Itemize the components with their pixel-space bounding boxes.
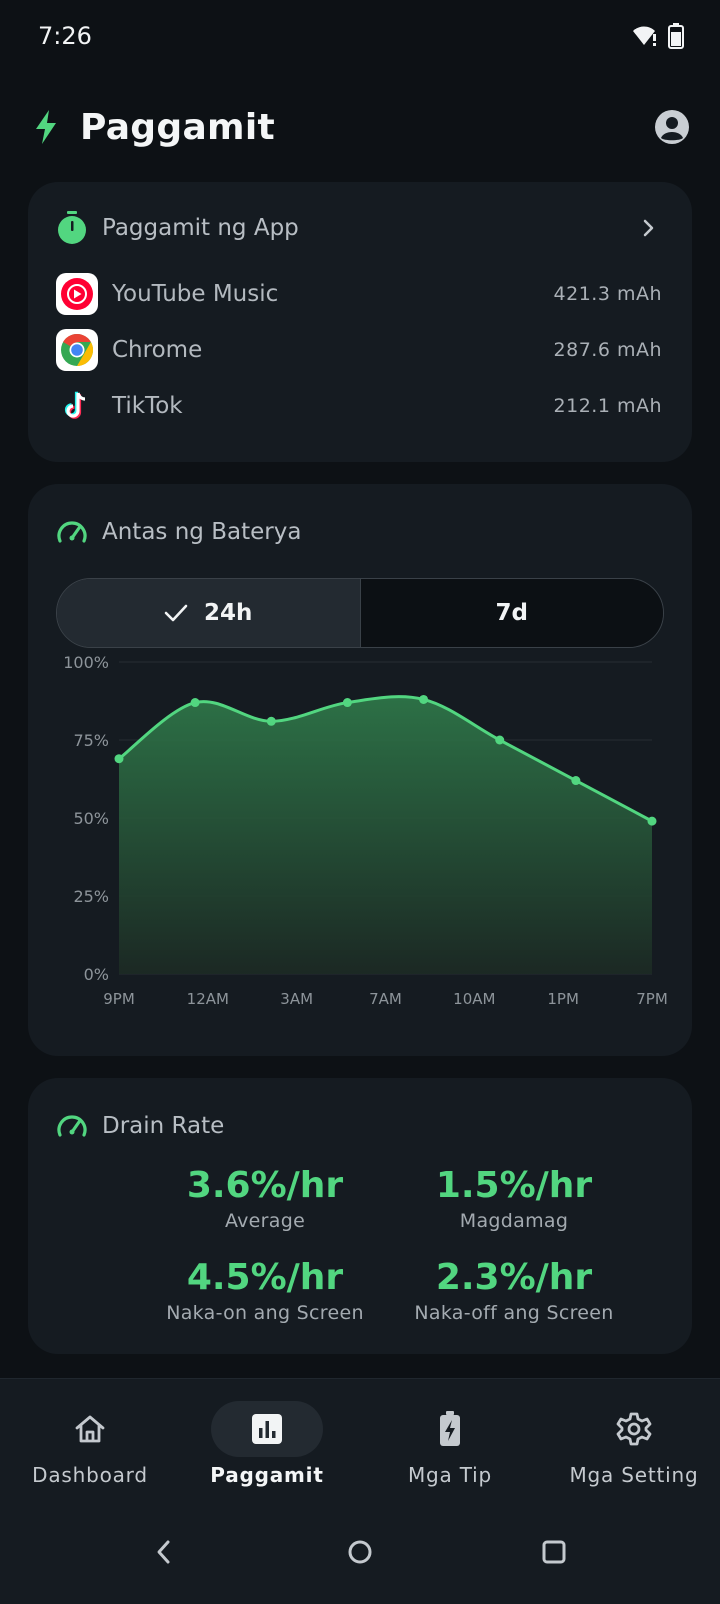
nav-pill-active: [211, 1401, 323, 1457]
home-icon: [75, 1415, 105, 1443]
x-tick-label: 7AM: [369, 990, 402, 1008]
app-header: Paggamit: [0, 92, 720, 162]
page-title: Paggamit: [80, 106, 276, 148]
tab-7d[interactable]: 7d: [360, 579, 663, 647]
nav-item-mga-setting[interactable]: Mga Setting: [544, 1379, 720, 1509]
drain-stat-value: 2.3%/hr: [435, 1257, 593, 1298]
data-point: [495, 735, 505, 745]
status-bar: 7:26: [0, 0, 720, 72]
y-tick-label: 50%: [73, 809, 109, 828]
recents-icon[interactable]: [540, 1538, 568, 1566]
app-usage-title: Paggamit ng App: [102, 215, 299, 241]
drain-stat-value: 4.5%/hr: [186, 1257, 344, 1298]
battery-level-card: Antas ng Baterya 24h 7d 100% 75% 50% 25% 0% …: [28, 484, 692, 1056]
battery-level-title: Antas ng Baterya: [102, 519, 302, 545]
app-usage-value: 421.3 mAh: [553, 283, 662, 305]
range-toggle: 24h 7d: [56, 578, 664, 648]
y-tick-label: 75%: [73, 731, 109, 750]
nav-label: Mga Tip: [407, 1463, 493, 1487]
y-tick-label: 100%: [63, 654, 109, 672]
y-tick-label: 25%: [73, 887, 109, 906]
drain-stat-average: 3.6%/hr Average: [135, 1165, 395, 1233]
nav-label: Paggamit: [210, 1463, 324, 1487]
drain-stat-value: 1.5%/hr: [435, 1165, 593, 1206]
data-point: [647, 816, 657, 826]
data-point: [419, 694, 429, 704]
drain-rate-header: Drain Rate: [56, 1106, 664, 1146]
chrome-icon: [56, 329, 98, 371]
status-time: 7:26: [38, 22, 92, 50]
app-usage-header[interactable]: Paggamit ng App: [56, 208, 662, 248]
drain-stat-screen-off: 2.3%/hr Naka-off ang Screen: [384, 1257, 644, 1325]
x-tick-label: 7PM: [636, 990, 668, 1008]
x-tick-label: 10AM: [453, 990, 495, 1008]
tab-24h-label: 24h: [204, 600, 253, 626]
drain-stat-label: Naka-off ang Screen: [414, 1302, 614, 1324]
data-point: [190, 698, 200, 708]
battery-charging-icon: [440, 1411, 460, 1446]
app-usage-value: 287.6 mAh: [553, 339, 662, 361]
app-row-tiktok[interactable]: TikTok 212.1 mAh: [56, 378, 662, 434]
wifi-alert-icon: [633, 26, 656, 46]
battery-line: [118, 695, 653, 823]
app-name: TikTok: [112, 393, 183, 419]
data-point: [114, 754, 124, 764]
back-icon[interactable]: [154, 1538, 174, 1566]
gear-icon: [616, 1412, 652, 1446]
tab-24h[interactable]: 24h: [57, 579, 361, 647]
status-icons: [632, 23, 684, 49]
app-name: Chrome: [112, 337, 203, 363]
tab-7d-label: 7d: [495, 600, 528, 626]
battery-level-chart: 100% 75% 50% 25% 0% 9PM 12AM 3AM 7AM 10AM 1PM 7PM: [63, 654, 668, 1008]
data-point: [571, 776, 581, 786]
nav-item-paggamit[interactable]: Paggamit: [177, 1379, 357, 1509]
battery-area: [119, 696, 652, 974]
gauge-icon: [57, 521, 87, 543]
check-icon: [164, 604, 188, 622]
bar-chart-icon: [252, 1414, 282, 1444]
drain-stat-value: 3.6%/hr: [186, 1165, 344, 1206]
data-point: [266, 716, 276, 726]
timer-icon: [58, 211, 86, 244]
battery-level-header: Antas ng Baterya: [56, 512, 664, 552]
chevron-right-icon[interactable]: [642, 218, 656, 238]
x-tick-label: 12AM: [187, 990, 229, 1008]
x-tick-label: 3AM: [280, 990, 313, 1008]
home-circle-icon[interactable]: [346, 1538, 374, 1566]
account-icon[interactable]: [654, 109, 690, 145]
nav-pill: [34, 1401, 146, 1457]
nav-pill: [394, 1401, 506, 1457]
nav-item-mga-tip[interactable]: Mga Tip: [360, 1379, 540, 1509]
x-tick-label: 9PM: [103, 990, 135, 1008]
nav-item-dashboard[interactable]: Dashboard: [0, 1379, 180, 1509]
nav-label: Mga Setting: [569, 1463, 699, 1487]
nav-label: Dashboard: [32, 1463, 148, 1487]
app-usage-value: 212.1 mAh: [553, 395, 662, 417]
drain-stat-screen-on: 4.5%/hr Naka-on ang Screen: [135, 1257, 395, 1325]
x-tick-label: 1PM: [547, 990, 579, 1008]
tiktok-icon: [56, 385, 98, 427]
drain-stat-label: Naka-on ang Screen: [166, 1302, 364, 1324]
battery-icon: [668, 23, 684, 49]
drain-stat-label: Magdamag: [459, 1210, 569, 1232]
drain-rate-title: Drain Rate: [102, 1113, 225, 1139]
app-usage-card[interactable]: Paggamit ng App YouTube Music 421.3 mAh: [28, 182, 692, 462]
drain-stat-overnight: 1.5%/hr Magdamag: [384, 1165, 644, 1233]
gauge-icon: [57, 1115, 87, 1137]
drain-rate-card: Drain Rate 3.6%/hr Average 1.5%/hr Magda…: [28, 1078, 692, 1354]
drain-stat-label: Average: [224, 1210, 306, 1232]
data-point: [342, 698, 352, 708]
youtube-music-icon: [56, 273, 98, 315]
bolt-icon: [36, 110, 56, 144]
system-nav-bar: [0, 1508, 720, 1604]
app-name: YouTube Music: [112, 281, 279, 307]
app-row-youtube-music[interactable]: YouTube Music 421.3 mAh: [56, 266, 662, 322]
nav-pill: [578, 1401, 690, 1457]
y-tick-label: 0%: [84, 965, 109, 984]
bottom-nav: Dashboard Paggamit Mga Tip: [0, 1378, 720, 1508]
app-row-chrome[interactable]: Chrome 287.6 mAh: [56, 322, 662, 378]
drain-stats: 3.6%/hr Average 1.5%/hr Magdamag 4.5%/hr…: [56, 1146, 664, 1346]
